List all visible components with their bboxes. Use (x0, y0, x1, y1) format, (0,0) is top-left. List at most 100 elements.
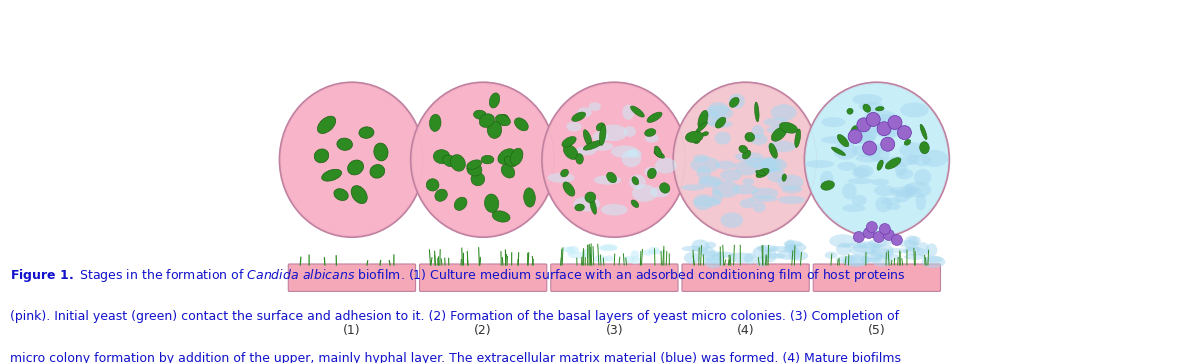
Ellipse shape (860, 125, 888, 133)
Ellipse shape (563, 145, 579, 159)
Ellipse shape (699, 176, 722, 185)
Ellipse shape (600, 244, 617, 250)
Ellipse shape (854, 165, 873, 178)
Text: (5): (5) (869, 324, 885, 337)
Ellipse shape (493, 211, 511, 222)
Ellipse shape (755, 102, 759, 122)
Ellipse shape (914, 169, 932, 185)
Ellipse shape (920, 142, 929, 154)
Ellipse shape (842, 204, 865, 212)
Ellipse shape (896, 168, 914, 179)
Ellipse shape (642, 250, 654, 256)
Ellipse shape (836, 242, 852, 256)
Ellipse shape (904, 187, 922, 195)
Ellipse shape (767, 125, 793, 134)
Ellipse shape (583, 130, 592, 147)
Ellipse shape (596, 123, 605, 131)
Ellipse shape (756, 168, 769, 178)
Ellipse shape (501, 164, 514, 178)
Ellipse shape (846, 254, 869, 266)
Ellipse shape (852, 94, 882, 105)
Ellipse shape (585, 192, 595, 203)
Ellipse shape (752, 188, 778, 199)
Ellipse shape (882, 198, 901, 205)
Ellipse shape (601, 204, 628, 216)
Ellipse shape (716, 117, 725, 128)
Ellipse shape (698, 251, 722, 256)
Text: (4): (4) (737, 324, 754, 337)
Ellipse shape (902, 184, 915, 199)
Ellipse shape (681, 246, 707, 252)
Ellipse shape (857, 242, 882, 248)
Circle shape (873, 232, 884, 242)
Ellipse shape (785, 240, 796, 252)
Circle shape (891, 234, 902, 245)
Ellipse shape (698, 178, 721, 188)
Ellipse shape (686, 131, 703, 142)
Ellipse shape (317, 116, 335, 134)
Ellipse shape (764, 249, 777, 262)
Ellipse shape (336, 138, 352, 150)
Ellipse shape (562, 136, 576, 147)
Ellipse shape (589, 142, 613, 151)
Ellipse shape (876, 106, 884, 111)
Ellipse shape (322, 169, 341, 181)
Ellipse shape (622, 150, 642, 167)
Ellipse shape (698, 110, 707, 129)
Ellipse shape (820, 171, 834, 188)
Ellipse shape (872, 255, 891, 267)
Ellipse shape (623, 256, 635, 263)
Ellipse shape (697, 166, 711, 179)
Ellipse shape (877, 160, 883, 170)
Ellipse shape (884, 248, 909, 253)
Ellipse shape (903, 247, 926, 256)
Ellipse shape (756, 245, 778, 252)
Text: (2): (2) (475, 324, 492, 337)
Ellipse shape (781, 174, 786, 181)
Ellipse shape (704, 111, 719, 125)
Ellipse shape (874, 114, 897, 125)
Ellipse shape (673, 82, 818, 237)
Circle shape (880, 137, 895, 151)
Ellipse shape (593, 131, 608, 143)
Ellipse shape (829, 234, 857, 248)
Ellipse shape (889, 187, 919, 194)
Ellipse shape (577, 107, 592, 118)
Ellipse shape (606, 172, 617, 183)
Ellipse shape (466, 160, 482, 169)
Ellipse shape (777, 250, 802, 260)
FancyBboxPatch shape (551, 264, 678, 291)
Ellipse shape (821, 136, 848, 144)
Ellipse shape (853, 241, 880, 253)
Text: micro colony formation by addition of the upper, mainly hyphal layer. The extrac: micro colony formation by addition of th… (10, 352, 901, 363)
Ellipse shape (748, 196, 778, 202)
Ellipse shape (895, 192, 909, 203)
Ellipse shape (779, 122, 798, 133)
Ellipse shape (767, 168, 785, 182)
Ellipse shape (693, 155, 709, 162)
Ellipse shape (334, 189, 348, 200)
Ellipse shape (721, 169, 742, 181)
Ellipse shape (854, 131, 873, 144)
Ellipse shape (863, 252, 883, 260)
Ellipse shape (696, 122, 707, 133)
Ellipse shape (795, 129, 801, 148)
Ellipse shape (869, 239, 886, 248)
Ellipse shape (681, 184, 705, 191)
Ellipse shape (898, 240, 917, 248)
Ellipse shape (628, 149, 642, 158)
Ellipse shape (852, 195, 867, 206)
Ellipse shape (879, 125, 900, 136)
Ellipse shape (497, 149, 515, 164)
Ellipse shape (908, 236, 921, 246)
Circle shape (897, 126, 911, 140)
Ellipse shape (466, 163, 482, 176)
Ellipse shape (692, 239, 710, 252)
Ellipse shape (883, 156, 914, 167)
Ellipse shape (778, 196, 805, 204)
Ellipse shape (753, 246, 771, 259)
Ellipse shape (583, 140, 602, 150)
Ellipse shape (593, 255, 608, 263)
Ellipse shape (582, 249, 595, 258)
Ellipse shape (778, 175, 803, 190)
